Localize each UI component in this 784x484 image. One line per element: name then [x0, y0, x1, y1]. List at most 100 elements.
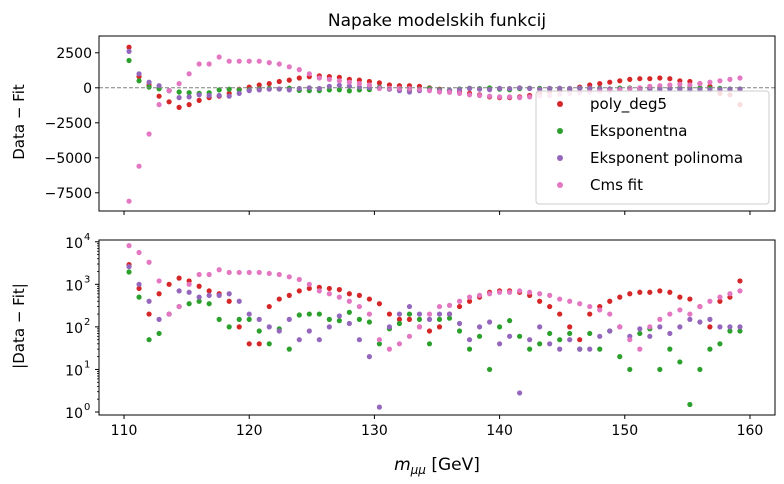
- point-cms-fit: [426, 311, 433, 317]
- point-eksponentna: [256, 328, 262, 334]
- point-eksponentna: [146, 84, 152, 90]
- point-cms-fit: [476, 292, 483, 298]
- legend-marker-cms-fit: [557, 182, 563, 188]
- bottom-ytick-label: 10: [65, 363, 83, 379]
- point-cms-fit: [156, 278, 162, 284]
- point-poly-deg5: [637, 76, 643, 82]
- point-eksponent-polinoma: [637, 326, 643, 332]
- point-eksponentna: [537, 341, 543, 347]
- point-eksponent-polinoma: [196, 92, 202, 98]
- point-eksponent-polinoma: [156, 316, 162, 322]
- point-eksponentna: [186, 90, 192, 96]
- point-poly-deg5: [547, 303, 553, 310]
- bottom-chart-xlabel: mμμ [GeV]: [394, 455, 480, 477]
- point-poly-deg5: [557, 311, 563, 317]
- point-eksponentna: [657, 366, 663, 373]
- point-cms-fit: [707, 79, 713, 85]
- point-cms-fit: [246, 269, 252, 276]
- point-poly-deg5: [617, 78, 623, 84]
- point-cms-fit: [296, 67, 302, 73]
- point-cms-fit: [256, 58, 262, 64]
- point-eksponentna: [557, 337, 563, 343]
- bottom-chart-marks: [126, 243, 743, 410]
- legend-label-eksponent-polinoma: Eksponent polinoma: [590, 149, 743, 167]
- point-cms-fit: [507, 94, 513, 100]
- point-eksponent-polinoma: [486, 319, 493, 325]
- point-poly-deg5: [276, 78, 282, 85]
- top-chart-title: Napake modelskih funkcij: [328, 11, 546, 31]
- point-cms-fit: [527, 94, 533, 100]
- point-eksponent-polinoma: [176, 288, 182, 294]
- point-poly-deg5: [266, 303, 272, 310]
- point-eksponent-polinoma: [496, 85, 503, 91]
- point-poly-deg5: [126, 44, 132, 50]
- point-cms-fit: [236, 269, 242, 276]
- point-eksponent-polinoma: [186, 94, 192, 100]
- point-eksponent-polinoma: [186, 289, 192, 295]
- point-cms-fit: [486, 291, 493, 297]
- point-poly-deg5: [657, 288, 663, 294]
- point-cms-fit: [647, 324, 653, 330]
- point-cms-fit: [256, 269, 262, 276]
- top-chart-frame: [98, 35, 776, 212]
- point-eksponent-polinoma: [286, 87, 292, 93]
- point-cms-fit: [286, 274, 292, 280]
- point-eksponent-polinoma: [577, 346, 583, 352]
- point-eksponent-polinoma: [547, 85, 553, 91]
- point-eksponentna: [336, 87, 342, 93]
- point-poly-deg5: [186, 102, 192, 108]
- point-eksponentna: [627, 366, 633, 373]
- point-cms-fit: [186, 71, 192, 77]
- point-poly-deg5: [637, 289, 643, 295]
- point-poly-deg5: [246, 341, 252, 347]
- point-cms-fit: [697, 303, 703, 310]
- point-cms-fit: [667, 311, 673, 317]
- point-cms-fit: [446, 302, 453, 308]
- point-cms-fit: [206, 61, 212, 67]
- point-eksponentna: [717, 341, 723, 347]
- point-eksponent-polinoma: [256, 87, 262, 93]
- point-poly-deg5: [587, 311, 593, 317]
- point-eksponentna: [176, 89, 182, 95]
- point-cms-fit: [156, 102, 162, 108]
- point-eksponent-polinoma: [537, 324, 543, 330]
- point-eksponentna: [547, 330, 553, 337]
- point-cms-fit: [306, 71, 312, 77]
- point-poly-deg5: [336, 287, 342, 293]
- point-cms-fit: [266, 60, 272, 66]
- point-cms-fit: [456, 90, 463, 96]
- point-eksponentna: [126, 269, 132, 275]
- point-cms-fit: [276, 61, 282, 67]
- point-eksponentna: [196, 298, 202, 304]
- point-cms-fit: [657, 83, 663, 89]
- point-cms-fit: [246, 58, 252, 64]
- point-eksponent-polinoma: [587, 85, 593, 91]
- bottom-xtick-label: 150: [611, 423, 638, 439]
- bottom-xtick-label: 110: [111, 423, 138, 439]
- point-eksponent-polinoma: [286, 316, 292, 322]
- point-eksponent-polinoma: [737, 324, 743, 330]
- point-poly-deg5: [166, 99, 172, 105]
- legend-label-poly-deg5: poly_deg5: [590, 95, 667, 114]
- point-cms-fit: [567, 298, 573, 304]
- point-cms-fit: [677, 81, 683, 87]
- legend: poly_deg5 Eksponentna Eksponent polinoma…: [535, 90, 770, 205]
- point-eksponentna: [727, 328, 733, 334]
- point-eksponentna: [346, 309, 352, 315]
- point-eksponent-polinoma: [527, 85, 533, 92]
- top-ytick-label: −5000: [45, 151, 92, 167]
- point-cms-fit: [416, 324, 423, 330]
- point-cms-fit: [376, 337, 383, 343]
- point-eksponent-polinoma: [136, 281, 142, 287]
- point-eksponent-polinoma: [406, 303, 413, 310]
- point-poly-deg5: [136, 285, 142, 292]
- point-eksponent-polinoma: [296, 85, 302, 92]
- bottom-ytick-exponent: 4: [84, 232, 90, 243]
- point-cms-fit: [697, 81, 703, 87]
- point-poly-deg5: [466, 298, 473, 304]
- point-cms-fit: [166, 88, 172, 94]
- point-cms-fit: [366, 82, 372, 88]
- point-poly-deg5: [577, 337, 583, 343]
- point-eksponentna: [486, 366, 493, 373]
